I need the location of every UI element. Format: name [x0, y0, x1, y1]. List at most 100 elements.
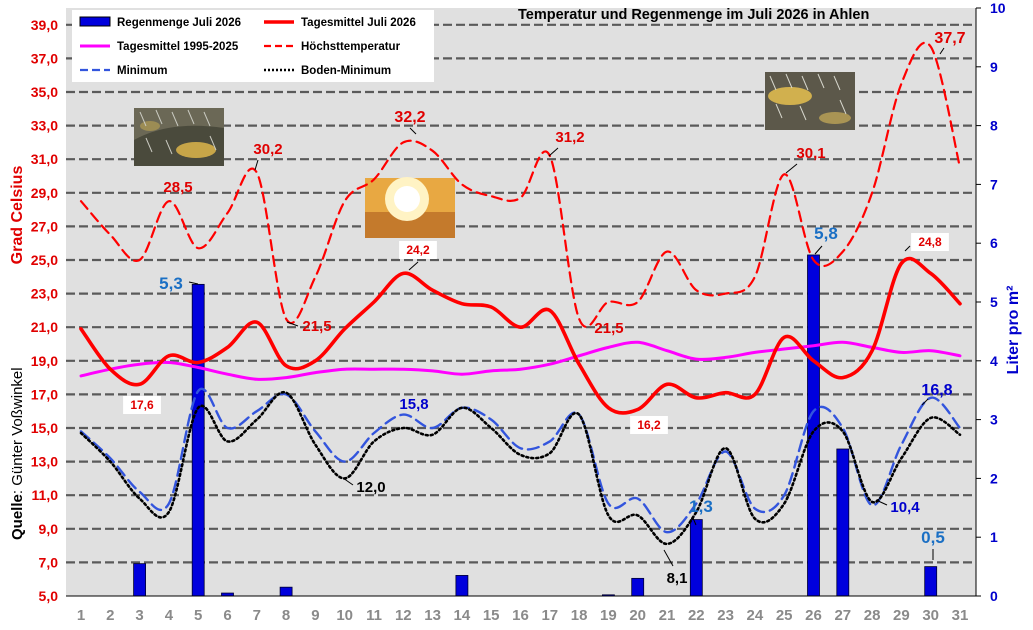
annotation-leader [692, 517, 697, 526]
source-name: : Günter Voßwinkel [9, 367, 26, 494]
x-tick-label: 20 [629, 607, 646, 624]
x-tick-label: 25 [776, 607, 793, 624]
y2-tick-label: 8 [990, 118, 998, 134]
temperature-lines [79, 41, 962, 546]
annotation-leader [408, 261, 419, 271]
y-tick-label: 21,0 [31, 319, 58, 335]
annotation-label: 24,8 [918, 235, 942, 249]
x-tick-label: 15 [483, 607, 500, 624]
rain-bar [455, 575, 469, 597]
rain-bar [807, 254, 820, 597]
annotation-label: 21,5 [302, 318, 331, 335]
rain-bar [924, 566, 938, 597]
annotation-label: 37,7 [934, 30, 965, 47]
left-axis-ticks: 5,0 7,0 9,0 11,0 13,0 15,0 17,0 19,0 21,0 23,0 25,… [31, 17, 58, 604]
annotation-label: 30,2 [253, 141, 282, 158]
source-prefix: Quelle [9, 494, 26, 540]
annotation-label: 30,1 [796, 145, 825, 162]
y2-tick-label: 3 [990, 412, 998, 428]
max-temperature-line [79, 41, 962, 328]
annotation-leader [286, 321, 299, 327]
x-tick-label: 5 [194, 607, 202, 624]
y-tick-label: 23,0 [31, 286, 58, 302]
x-tick-label: 10 [336, 607, 353, 624]
annotation-leader [409, 127, 417, 135]
y-tick-label: 15,0 [31, 420, 58, 436]
x-tick-label: 11 [366, 607, 382, 624]
x-tick-label: 9 [311, 607, 319, 624]
annotation-label: 8,1 [667, 570, 688, 587]
x-tick-label: 8 [282, 607, 290, 624]
annotation-label: 1,3 [689, 497, 713, 516]
right-axis-ticks: 0 1 2 3 4 5 6 7 8 9 10 [976, 0, 1006, 604]
y2-tick-label: 5 [990, 294, 998, 310]
min-temperature-line [79, 387, 962, 534]
y2-tick-label: 10 [990, 0, 1006, 16]
x-tick-label: 22 [688, 607, 705, 624]
mean-1995-2025-line [79, 340, 962, 381]
source-label: Quelle: Günter Voßwinkel [9, 367, 26, 540]
annotation-label: 15,8 [399, 396, 428, 413]
legend-label: Tagesmittel Juli 2026 [301, 17, 416, 29]
x-tick-label: 27 [834, 607, 851, 624]
y-tick-label: 35,0 [31, 84, 58, 100]
grid-lines [66, 23, 976, 564]
sun-photo [365, 177, 455, 238]
annotation-leader [254, 159, 259, 171]
y2-tick-label: 4 [990, 353, 998, 369]
x-tick-label: 31 [952, 607, 969, 624]
annotation-box [123, 396, 161, 414]
annotation-leader [188, 281, 199, 285]
y2-tick-label: 9 [990, 59, 998, 75]
weather-photos [134, 72, 855, 238]
annotation-label: 5,8 [814, 224, 838, 243]
x-tick-label: 2 [106, 607, 114, 624]
y-tick-label: 29,0 [31, 185, 58, 201]
y-tick-label: 31,0 [31, 151, 58, 167]
y2-tick-label: 0 [990, 588, 998, 604]
y2-tick-label: 6 [990, 235, 998, 251]
y-tick-label: 19,0 [31, 353, 58, 369]
y-tick-label: 33,0 [31, 118, 58, 134]
y2-axis-label: Liter pro m² [1005, 286, 1022, 375]
y-tick-label: 39,0 [31, 17, 58, 33]
x-tick-label: 12 [395, 607, 412, 624]
x-axis-ticks: 1 2 3 4 5 6 7 8 9 10 11 12 13 14 15 16 17 18 19 20 21 22 23 24 2… [77, 607, 969, 624]
annotation-label: 32,2 [394, 109, 425, 126]
y-tick-label: 7,0 [39, 554, 59, 570]
y-tick-label: 27,0 [31, 218, 58, 234]
x-tick-label: 23 [717, 607, 734, 624]
legend-box [72, 10, 434, 82]
legend-label: Boden-Minimum [301, 65, 391, 77]
annotation-box [630, 416, 668, 434]
x-tick-label: 30 [922, 607, 939, 624]
legend-label: Minimum [117, 65, 167, 77]
annotation-leader [939, 47, 945, 55]
annotation-leader [785, 163, 798, 174]
annotation-leader [814, 245, 823, 255]
y-tick-label: 25,0 [31, 252, 58, 268]
y-tick-label: 9,0 [39, 521, 59, 537]
x-tick-label: 28 [864, 607, 881, 624]
annotation-leader [904, 245, 911, 252]
x-tick-label: 17 [541, 607, 558, 624]
legend-swatch-rain [79, 16, 111, 27]
annotations: 17,6 28,5 5,3 30,2 21,5 12,0 32,2 24,2 15,8 31,2 2… [123, 30, 966, 587]
annotation-leader [342, 477, 354, 486]
y-axis-label: Grad Celsius [9, 166, 26, 265]
legend: Regenmenge Juli 2026 Tagesmittel Juli 202… [79, 16, 416, 77]
rain-photo-right [765, 72, 855, 130]
legend-label: Regenmenge Juli 2026 [117, 17, 241, 29]
rain-bar [689, 519, 703, 597]
rain-bar [191, 283, 205, 597]
x-tick-label: 1 [77, 607, 85, 624]
rain-bars [133, 254, 938, 597]
x-tick-label: 21 [659, 607, 676, 624]
mean-july-2026-line [79, 256, 962, 415]
x-tick-label: 19 [600, 607, 617, 624]
annotation-label: 0,5 [921, 528, 945, 547]
legend-label: Tagesmittel 1995-2025 [117, 41, 239, 53]
annotation-box [911, 233, 949, 251]
y-tick-label: 11,0 [32, 487, 59, 503]
